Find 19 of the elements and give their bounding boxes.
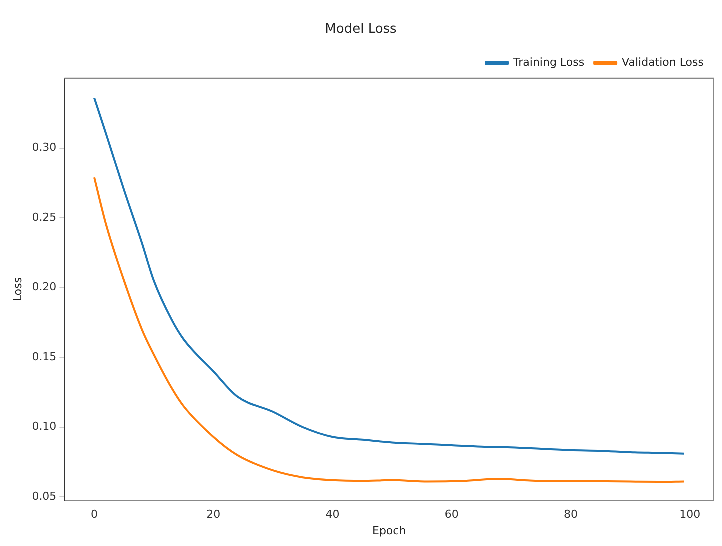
legend-label: Training Loss: [512, 56, 585, 69]
y-tick-label: 0.30: [32, 141, 57, 154]
legend-label: Validation Loss: [622, 56, 704, 69]
x-axis-title: Epoch: [372, 524, 406, 538]
line-series: [93, 176, 686, 484]
x-tick-label: 0: [90, 508, 98, 522]
x-tick-label: 100: [680, 508, 701, 522]
y-tick-label: 0.20: [32, 280, 57, 294]
chart-title: Model Loss: [325, 22, 398, 38]
line-series: [93, 97, 686, 455]
y-axis-title: Loss: [11, 277, 24, 302]
y-tick-label: 0.05: [32, 490, 57, 503]
y-tick-label: 0.10: [32, 420, 57, 434]
x-tick-label: 20: [206, 508, 221, 522]
y-tick-label: 0.15: [32, 350, 57, 364]
x-tick-label: 80: [564, 508, 578, 522]
x-tick-label: 60: [444, 508, 459, 522]
y-tick-label: 0.25: [32, 210, 57, 224]
x-tick-label: 40: [326, 508, 340, 522]
